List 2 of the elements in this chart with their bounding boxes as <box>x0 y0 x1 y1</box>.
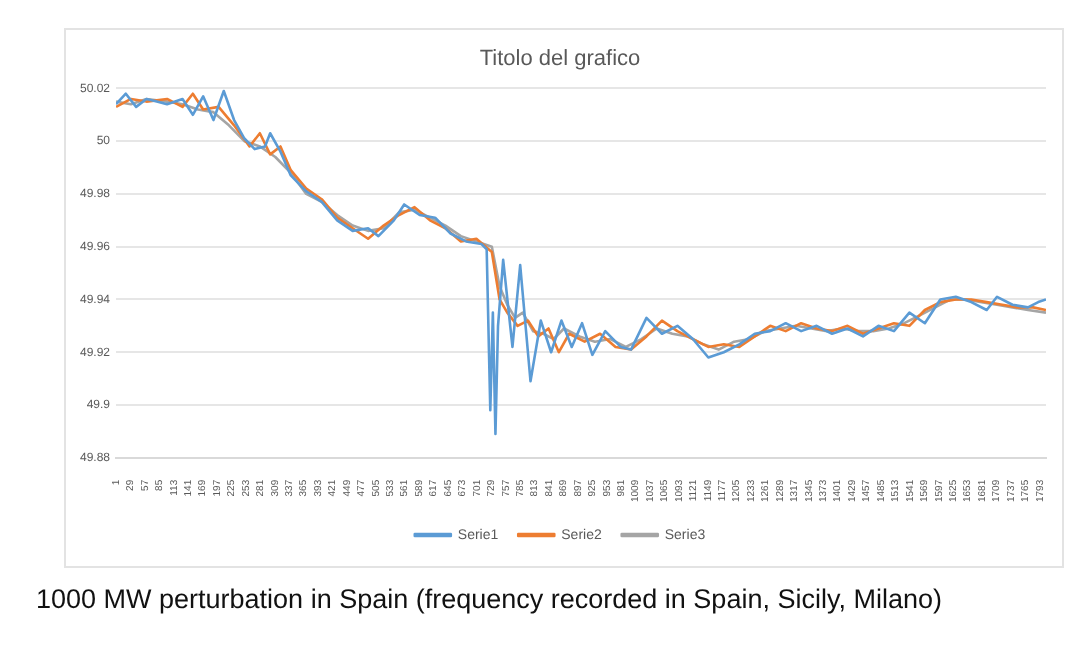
chart-title: Titolo del grafico <box>479 47 641 72</box>
text: 1000 MW perturbation in Spain (frequency recorded in Spain, Sicily, Milano) <box>36 584 942 614</box>
